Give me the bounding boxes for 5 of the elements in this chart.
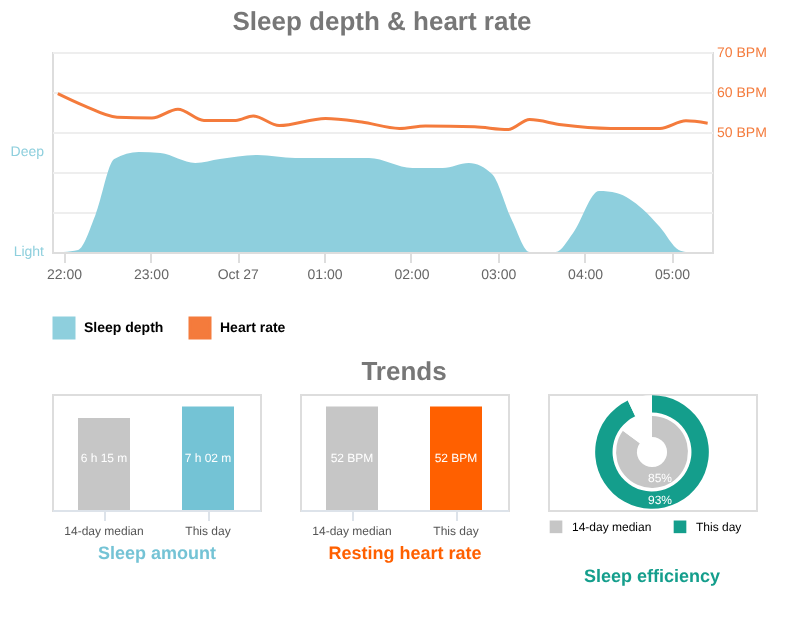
chart-title: Sleep depth & heart rate xyxy=(232,6,532,36)
chart-title: Trends xyxy=(361,356,447,386)
x-axis-title: Resting heart rate xyxy=(328,543,482,563)
text: Sleep efficiency xyxy=(583,566,721,586)
x-axis-title: Sleep amount xyxy=(97,543,217,563)
